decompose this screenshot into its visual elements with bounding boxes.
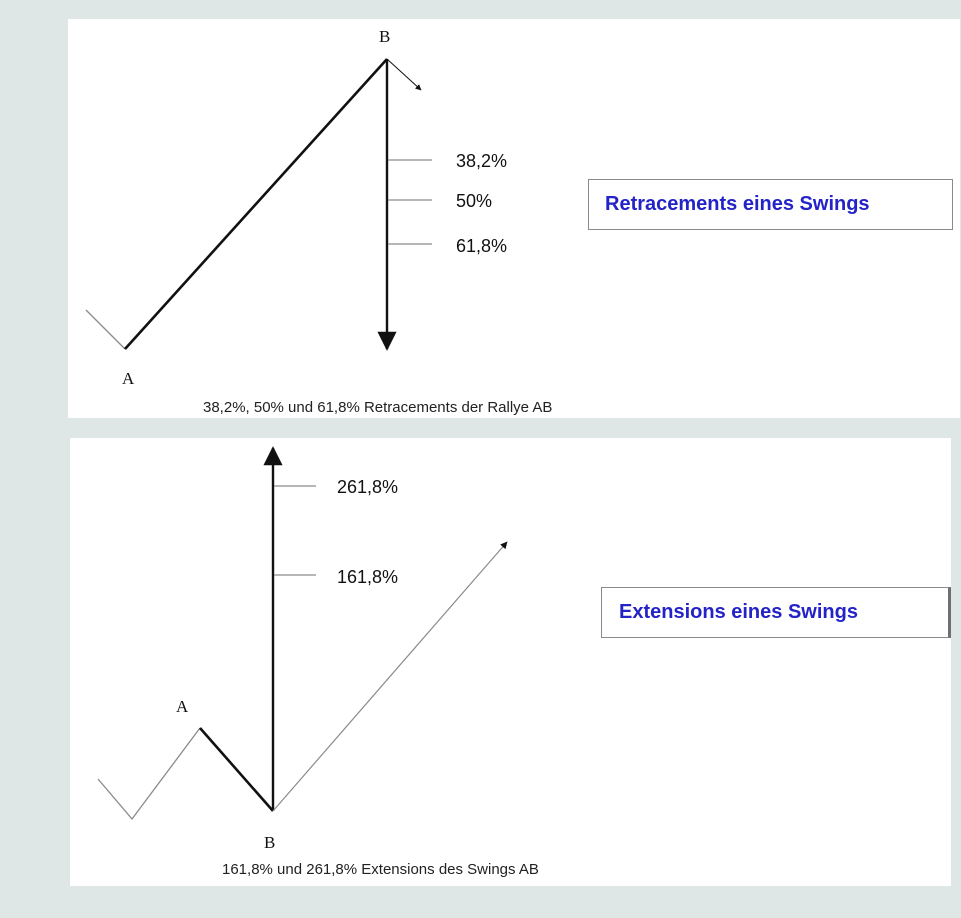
prior-swing-line [85,309,126,350]
continuation-arrow [386,58,422,91]
swing-ab-line [199,727,274,812]
retracement-panel: B A 38,2% 50% 61,8% 38,2%, 50% und 61,8%… [68,19,960,418]
extension-title: Extensions eines Swings [619,601,858,623]
rally-ab-line [124,58,388,350]
retracement-title: Retracements eines Swings [605,193,870,215]
extension-diagram: A B 261,8% 161,8% 161,8% und 261,8% Exte… [97,446,539,878]
projected-rally-arrow [272,541,508,812]
retracement-title-box: Retracements eines Swings [588,179,953,230]
level-label-2618: 261,8% [337,477,398,497]
level-label-50: 50% [456,191,492,211]
retracement-diagram: B A 38,2% 50% 61,8% 38,2%, 50% und 61,8%… [85,27,552,416]
prior-swing-line [97,727,201,821]
extension-panel: A B 261,8% 161,8% 161,8% und 261,8% Exte… [70,438,951,886]
point-a-label: A [122,369,135,388]
extension-caption: 161,8% und 261,8% Extensions des Swings … [222,861,539,878]
point-b-label: B [379,27,390,46]
point-b-label: B [264,833,275,852]
level-label-382: 38,2% [456,151,507,171]
level-label-618: 61,8% [456,236,507,256]
retracement-caption: 38,2%, 50% und 61,8% Retracements der Ra… [203,399,552,416]
level-label-1618: 161,8% [337,567,398,587]
point-a-label: A [176,697,189,716]
extension-title-box: Extensions eines Swings [601,587,951,638]
